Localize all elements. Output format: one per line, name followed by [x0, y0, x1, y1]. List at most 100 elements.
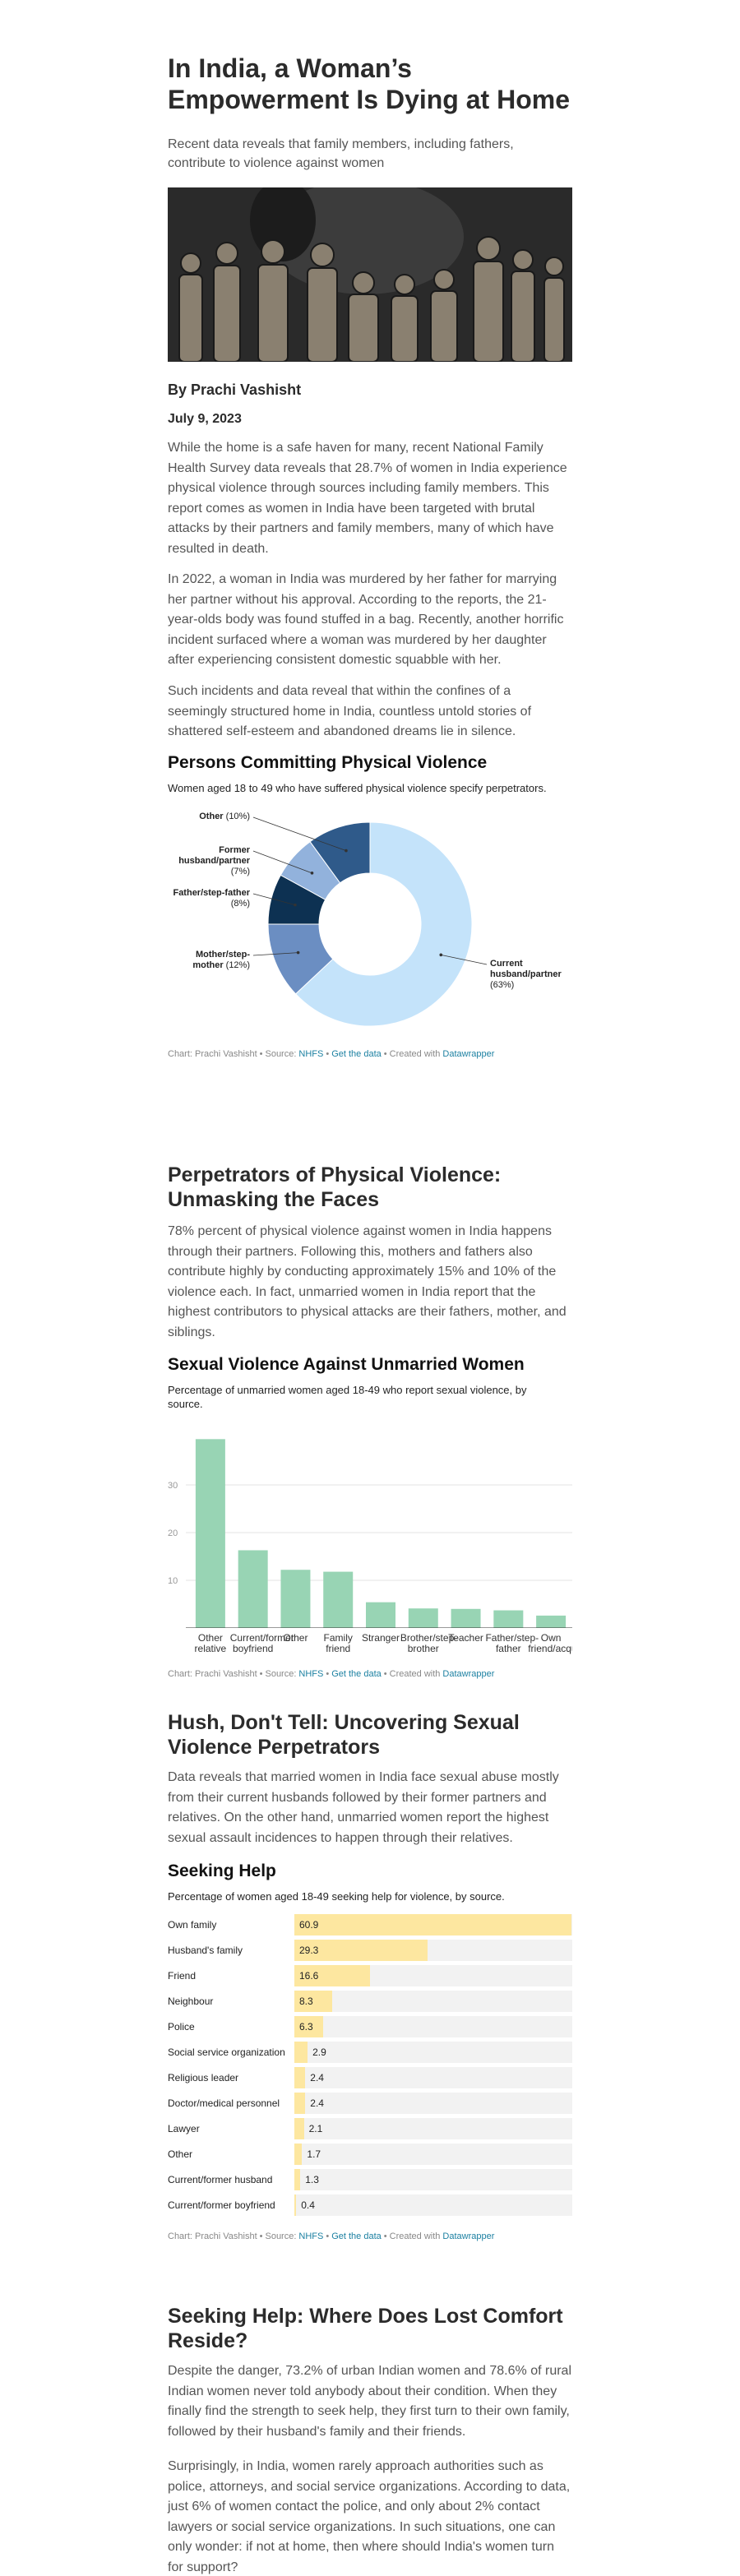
row-background: [294, 2169, 572, 2190]
row-background: [294, 2144, 572, 2165]
row-label: Social service organization: [168, 2046, 285, 2058]
footer-text[interactable]: Get the data: [331, 1049, 382, 1059]
separator: •: [383, 2231, 387, 2241]
row-background: [294, 2093, 572, 2114]
separator: •: [326, 1049, 330, 1059]
paragraph: Such incidents and data reveal that with…: [168, 684, 532, 738]
y-tick-label: 30: [168, 1481, 178, 1491]
value-label: 2.9: [312, 2046, 326, 2058]
segment-name: Father/step-father: [173, 888, 250, 898]
row-label: Doctor/medical personnel: [168, 2097, 280, 2109]
segment-value: (63%): [490, 980, 515, 990]
segment-name: Current husband/partner: [490, 959, 562, 979]
value-label: 1.7: [307, 2148, 321, 2160]
separator: •: [259, 2231, 263, 2241]
donut-segment: [294, 821, 473, 1027]
value-label: 6.3: [299, 2021, 313, 2033]
leader-line: [252, 893, 296, 906]
row-label: Religious leader: [168, 2072, 239, 2083]
value-label: 1.3: [305, 2174, 319, 2185]
segment-value: (10%): [225, 812, 250, 821]
plot-area: 10 20 30 Other relative Current/former boyf…: [168, 1422, 572, 1661]
row-background: [294, 2118, 572, 2139]
footer-text: Chart: Prachi Vashisht: [168, 1669, 257, 1679]
paragraph: Surprisingly, in India, women rarely app…: [168, 2459, 571, 2574]
leader-line: [252, 850, 312, 874]
section-heading: Hush, Don't Tell: Uncovering Sexual Viol…: [168, 1711, 520, 1759]
separator: •: [383, 1049, 387, 1059]
footer-text[interactable]: NHFS: [298, 2231, 324, 2241]
x-tick-label: Father/step-father: [485, 1632, 539, 1654]
leader-line: [252, 816, 347, 851]
separator: •: [326, 1669, 330, 1679]
footer-text[interactable]: NHFS: [298, 1669, 324, 1679]
footer-text[interactable]: NHFS: [298, 1049, 324, 1059]
bar-plot: 10 20 30: [168, 1439, 572, 1628]
x-tick-label: Brother/step-brother: [400, 1632, 458, 1654]
paragraph: While the home is a safe haven for many,…: [168, 441, 567, 556]
dek: Recent data reveals that family members,…: [168, 137, 514, 170]
bar: [294, 2093, 306, 2114]
leader-line: [252, 952, 298, 956]
chart-subtitle: Women aged 18 to 49 who have suffered ph…: [168, 782, 547, 794]
value-label: 0.4: [301, 2199, 315, 2211]
bar: [536, 1615, 567, 1628]
row-background: [294, 2194, 572, 2216]
section-heading: Perpetrators of Physical Violence: Unmas…: [168, 1163, 502, 1211]
bar: [280, 1570, 311, 1628]
leader-dot: [439, 953, 443, 957]
bar: [408, 1608, 438, 1628]
footer-text[interactable]: Get the data: [331, 2231, 382, 2241]
chart-title: Persons Committing Physical Violence: [168, 753, 488, 772]
bar-table: Seeking Help Percentage of women aged 18…: [168, 1861, 572, 2248]
row-label: Friend: [168, 1970, 197, 1982]
chart-subtitle: Percentage of women aged 18-49 seeking h…: [168, 1890, 505, 1903]
segment-name: Mother/step-mother: [192, 950, 250, 970]
bar: [294, 1991, 332, 2012]
y-tick-label: 10: [168, 1576, 178, 1586]
segment-value: (12%): [225, 960, 250, 970]
bar-chart: Sexual Violence Against Unmarried Women …: [168, 1355, 572, 1684]
footer-text[interactable]: Datawrapper: [442, 2231, 495, 2241]
donut-plot: [252, 816, 488, 1027]
bar: [294, 2042, 308, 2063]
separator: •: [259, 1669, 263, 1679]
leader-line: [441, 954, 488, 965]
headline: In India, a Woman’s Empowerment Is Dying…: [168, 53, 570, 114]
publish-date: July 9, 2023: [168, 412, 242, 426]
value-label: 2.4: [310, 2097, 324, 2109]
x-tick-label: Family friend: [323, 1632, 353, 1654]
footer-text[interactable]: Get the data: [331, 1669, 382, 1679]
leader-dot: [310, 872, 314, 875]
bar: [294, 2194, 297, 2216]
row-label: Current/former husband: [168, 2174, 273, 2185]
footer-text[interactable]: Datawrapper: [442, 1049, 495, 1059]
bar: [294, 2118, 304, 2139]
separator: •: [259, 1049, 263, 1059]
value-label: 60.9: [299, 1919, 319, 1931]
leader-dot: [294, 903, 297, 907]
byline: By Prachi Vashisht: [168, 382, 302, 398]
value-label: 2.4: [310, 2072, 324, 2083]
bar: [294, 2016, 323, 2037]
separator: •: [326, 2231, 330, 2241]
footer-text[interactable]: Datawrapper: [442, 1669, 495, 1679]
bar: [294, 2067, 306, 2088]
bar: [294, 1914, 572, 1935]
value-label: 29.3: [299, 1945, 319, 1956]
segment-label: Mother/step-mother (12%): [168, 950, 250, 971]
footer-text: Source:: [265, 1669, 297, 1679]
segment-label: Current husband/partner (63%): [490, 959, 572, 991]
chart-subtitle: Percentage of unmarried women aged 18-49…: [168, 1384, 527, 1410]
row-label: Lawyer: [168, 2123, 200, 2134]
segment-value: (7%): [230, 867, 250, 876]
bar: [238, 1550, 268, 1628]
donut-segment: [309, 821, 371, 884]
value-label: 2.1: [308, 2123, 323, 2134]
segment-label: Father/step-father (8%): [168, 888, 250, 909]
section-heading: Seeking Help: Where Does Lost Comfort Re…: [168, 2305, 563, 2352]
leader-dot: [345, 849, 348, 853]
leader-dot: [296, 950, 300, 955]
bar: [294, 2144, 303, 2165]
